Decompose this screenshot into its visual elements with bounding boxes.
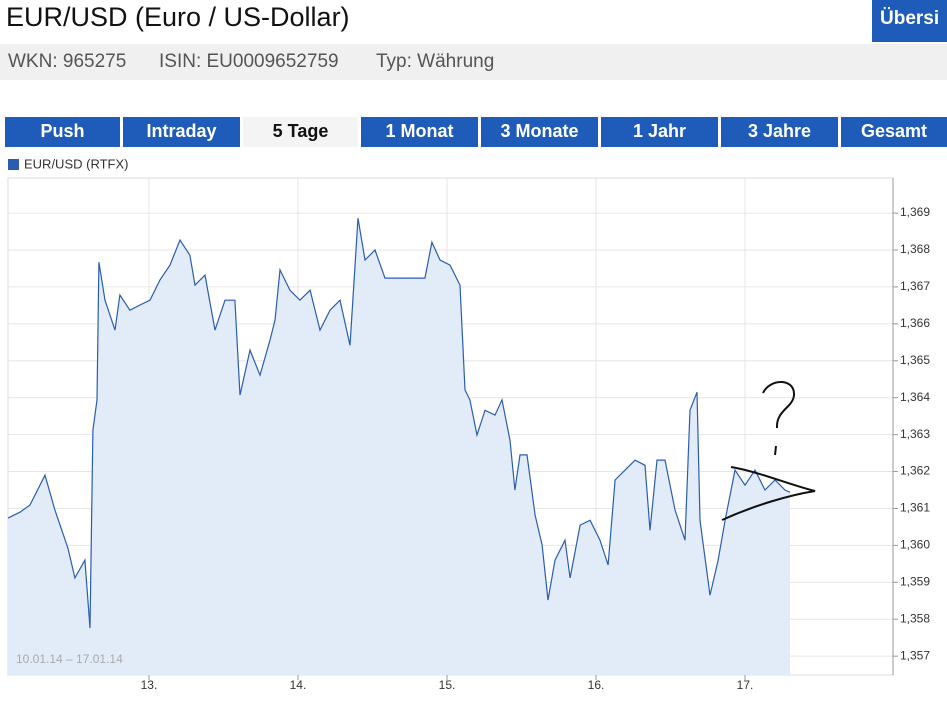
x-tick-label: 13. [141,678,158,692]
tab[interactable] [481,117,598,147]
title: EUR/USD (Euro / US-Dollar) [6,2,350,32]
tab-label[interactable]: Intraday [146,121,216,141]
tab-label[interactable]: 5 Tage [273,121,329,141]
question-dot [774,445,777,456]
hand-annotation [721,381,816,521]
legend-swatch [8,159,19,170]
legend-label: EUR/USD (RTFX) [24,156,128,171]
tab-label[interactable]: 3 Jahre [748,121,811,141]
y-tick-label: 1,362 [900,464,930,478]
x-tick-label: 16. [588,678,605,692]
tab-label[interactable]: 1 Jahr [633,121,686,141]
y-tick-label: 1,361 [900,501,930,515]
y-tick-label: 1,359 [900,574,930,588]
tab[interactable] [721,117,838,147]
price-line [7,218,791,629]
tab[interactable] [123,117,240,147]
x-tick-label: 15. [439,678,456,692]
y-tick-label: 1,364 [900,390,930,404]
tab-label[interactable]: 1 Monat [385,121,453,141]
triangle-sketch [721,466,816,521]
area-fill [8,218,791,675]
y-tick-label: 1,358 [900,611,930,625]
y-tick-label: 1,360 [900,538,930,552]
y-tick-label: 1,369 [900,205,930,219]
x-tick-label: 14. [290,678,307,692]
y-tick-label: 1,363 [900,427,930,441]
tab[interactable] [601,117,718,147]
tab[interactable] [5,117,120,147]
tab[interactable] [841,117,947,147]
isin: ISIN: EU0009652759 [159,51,339,72]
overview-button[interactable] [872,0,947,42]
tab-label[interactable]: Push [40,121,84,141]
tab[interactable] [361,117,478,147]
type: Typ: Währung [376,51,494,72]
wkn: WKN: 965275 [8,51,126,72]
y-tick-label: 1,366 [900,316,930,330]
date-range: 10.01.14 – 17.01.14 [16,652,123,666]
y-tick-label: 1,357 [900,648,930,662]
y-tick-label: 1,367 [900,279,930,293]
question-mark [762,381,796,429]
tab-label[interactable]: Gesamt [861,121,927,141]
y-tick-label: 1,368 [900,242,930,256]
x-tick-label: 17. [737,678,754,692]
overview-label[interactable]: Übersi [880,8,939,29]
info-bar [0,44,947,80]
y-tick-label: 1,365 [900,353,930,367]
tab[interactable] [243,117,358,147]
tab-label[interactable]: 3 Monate [500,121,578,141]
